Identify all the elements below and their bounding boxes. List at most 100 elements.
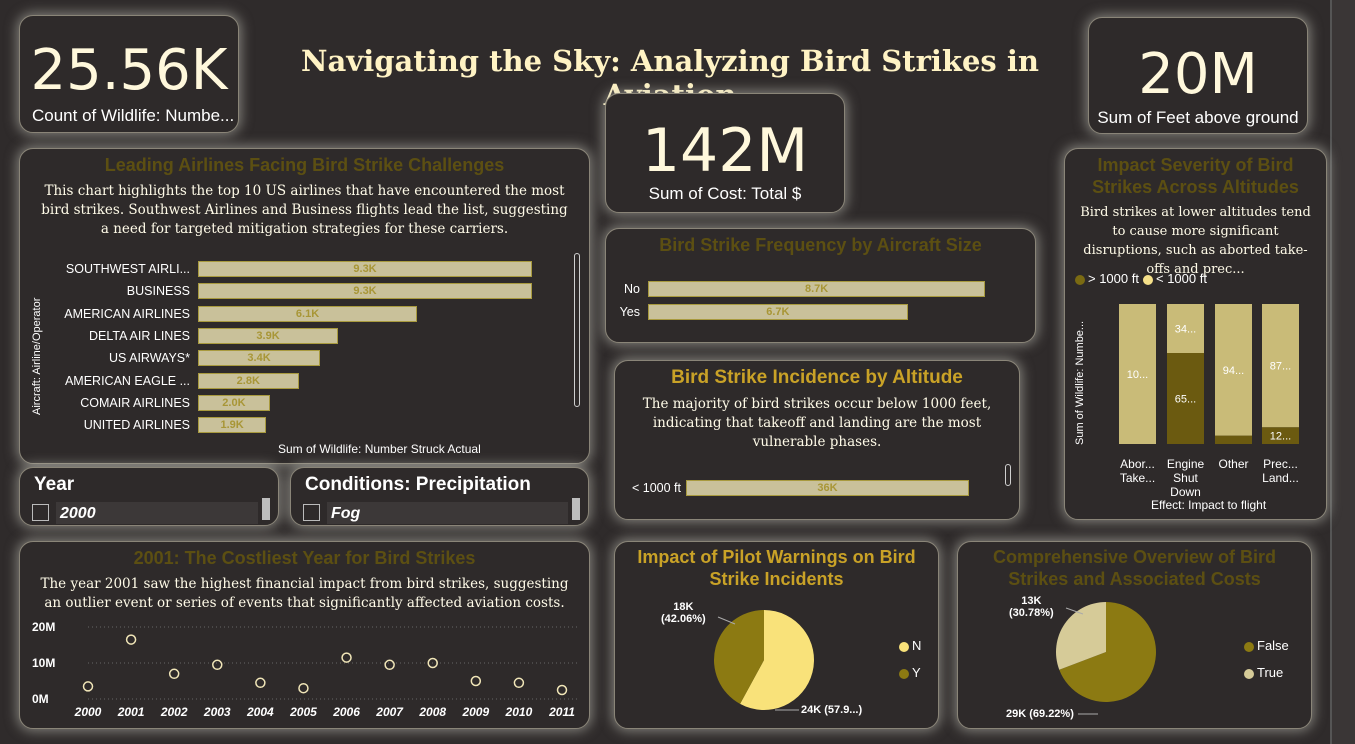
airlines-category-label: UNITED AIRLINES (83, 418, 190, 433)
severity-x-tick-label: Down (1170, 485, 1201, 499)
severity-bar-value-label: 10... (1127, 369, 1148, 381)
severity-bar-value-label: 12... (1270, 431, 1291, 443)
scatter-point[interactable] (384, 659, 395, 671)
year-slicer-option[interactable] (56, 502, 258, 524)
overview-legend-true[interactable]: True (1244, 665, 1283, 680)
year-slicer-checkbox[interactable] (32, 504, 49, 521)
kpi-feet-card: 20M Sum of Feet above ground (1088, 17, 1308, 134)
scatter-x-tick-label: 2000 (74, 705, 102, 719)
overview-title-line1: Comprehensive Overview of Bird (992, 547, 1277, 567)
severity-card[interactable]: Impact Severity of Bird Strikes Across A… (1064, 148, 1327, 520)
severity-bar-segment[interactable] (1167, 304, 1204, 353)
airlines-chart-scrollbar[interactable] (574, 253, 580, 407)
overview-title-line2: Strikes and Associated Costs (1008, 569, 1261, 589)
kpi-wildlife-count-card: 25.56K Count of Wildlife: Numbe... (19, 15, 239, 133)
scatter-y-tick-label: 10M (32, 656, 55, 670)
costliest-year-card[interactable]: 2001: The Costliest Year for Bird Strike… (19, 541, 590, 729)
severity-bar-segment[interactable] (1215, 304, 1252, 436)
airlines-bar-value-label: 6.1K (295, 307, 320, 320)
year-slicer-title: Year (34, 474, 75, 495)
scatter-point[interactable] (255, 677, 266, 689)
severity-legend-low[interactable]: < 1000 ft (1143, 271, 1207, 286)
precipitation-slicer-value: Fog (331, 505, 361, 522)
overview-card[interactable]: Comprehensive Overview of Bird Strikes a… (957, 541, 1312, 729)
airlines-bar[interactable]: 2.8K (198, 372, 299, 389)
scatter-point[interactable] (470, 675, 482, 687)
scatter-point[interactable] (513, 677, 525, 689)
aircraft-size-bar[interactable]: 6.7K (648, 304, 908, 320)
pie-slice-n[interactable] (740, 610, 814, 710)
airlines-chart-card[interactable]: Leading Airlines Facing Bird Strike Chal… (19, 148, 590, 464)
scatter-x-tick-label: 2003 (203, 705, 231, 719)
scatter-point[interactable] (298, 682, 309, 694)
pilot-warnings-label-y: 18K (42.06%) (661, 601, 706, 625)
severity-bar-value-label: 94... (1223, 365, 1244, 377)
pie-slice-false[interactable] (1059, 602, 1156, 702)
airlines-bar[interactable]: 9.3K (198, 283, 533, 300)
scatter-x-tick-label: 2004 (246, 705, 274, 719)
severity-bar-value-label: 34... (1175, 324, 1196, 336)
severity-bar-segment[interactable] (1119, 304, 1156, 444)
airlines-bar-value-label: 2.8K (236, 374, 260, 387)
kpi-cost-value: 142M (641, 116, 809, 186)
page-scrollbar[interactable] (1330, 0, 1355, 744)
scatter-x-tick-label: 2006 (332, 705, 360, 719)
airlines-bar[interactable]: 3.9K (198, 327, 339, 344)
pilot-warnings-card[interactable]: Impact of Pilot Warnings on Bird Strike … (614, 541, 939, 729)
severity-bar-segment[interactable] (1262, 427, 1299, 444)
scatter-point[interactable] (212, 659, 223, 671)
aircraft-size-bar[interactable]: 8.7K (648, 281, 986, 297)
altitude-incidence-scrollbar[interactable] (1005, 464, 1011, 486)
airlines-category-label: SOUTHWEST AIRLI... (65, 262, 190, 276)
altitude-category-label: < 1000 ft (632, 481, 681, 495)
severity-bar-segment[interactable] (1215, 435, 1252, 444)
overview-legend-false[interactable]: False (1244, 638, 1289, 653)
year-slicer[interactable]: Year 2000 (19, 467, 279, 526)
altitude-incidence-title: Bird Strike Incidence by Altitude (671, 367, 963, 388)
aircraft-size-card[interactable]: Bird Strike Frequency by Aircraft Size N… (605, 228, 1036, 343)
airlines-bar[interactable]: 9.3K (198, 261, 533, 277)
pie-leader-line (717, 616, 736, 625)
precipitation-slicer-option[interactable] (327, 502, 568, 524)
kpi-wildlife-count-value: 25.56K (30, 38, 228, 103)
pie-slice-y[interactable] (714, 610, 764, 704)
severity-bar-segment[interactable] (1262, 304, 1299, 428)
airlines-bar[interactable]: 1.9K (198, 417, 267, 434)
airlines-bar[interactable]: 2.0K (198, 394, 270, 411)
scatter-x-tick-label: 2005 (289, 705, 317, 719)
aircraft-size-category-label: Yes (619, 305, 640, 319)
severity-description: Bird strikes at lower altitudes tend to … (1080, 205, 1311, 277)
scatter-x-tick-label: 2010 (505, 705, 533, 719)
severity-title-line2: Strikes Across Altitudes (1092, 177, 1299, 197)
overview-pie (1056, 602, 1156, 715)
severity-bar-segment[interactable] (1167, 353, 1204, 444)
scatter-x-tick-label: 2011 (548, 705, 575, 719)
airlines-category-label: AMERICAN AIRLINES (64, 306, 190, 321)
altitude-incidence-description: The majority of bird strikes occur below… (642, 396, 992, 450)
pie-slice-true[interactable] (1056, 602, 1106, 670)
precipitation-slicer[interactable]: Conditions: Precipitation Fog (290, 467, 589, 526)
severity-x-tick-label: Land... (1262, 471, 1299, 485)
pie-leader-line (1065, 607, 1084, 615)
scatter-point[interactable] (168, 668, 180, 680)
scatter-point[interactable] (125, 634, 137, 645)
altitude-incidence-card[interactable]: Bird Strike Incidence by Altitude The ma… (614, 360, 1020, 520)
precipitation-slicer-scrollbar[interactable] (572, 498, 580, 520)
year-slicer-scrollbar[interactable] (262, 498, 270, 520)
severity-legend-high[interactable]: > 1000 ft (1075, 271, 1139, 286)
scatter-point[interactable] (427, 657, 438, 669)
pilot-warnings-title-line1: Impact of Pilot Warnings on Bird (637, 547, 916, 567)
scatter-point[interactable] (82, 681, 94, 692)
altitude-bar[interactable]: 36K (686, 480, 969, 496)
pilot-warnings-legend-y[interactable]: Y (899, 665, 921, 680)
pilot-warnings-legend-n[interactable]: N (899, 638, 921, 653)
scatter-point[interactable] (341, 652, 352, 663)
severity-legend-high-label: > 1000 ft (1088, 271, 1139, 286)
scatter-point[interactable] (556, 684, 568, 696)
airlines-bar-value-label: 3.4K (247, 352, 271, 365)
airlines-bar[interactable]: 6.1K (198, 305, 418, 322)
airlines-bar[interactable]: 3.4K (198, 350, 321, 367)
overview-legend-false-dot (1244, 641, 1254, 652)
severity-x-tick-label: Abor... (1120, 457, 1155, 471)
precipitation-slicer-checkbox[interactable] (303, 504, 320, 521)
